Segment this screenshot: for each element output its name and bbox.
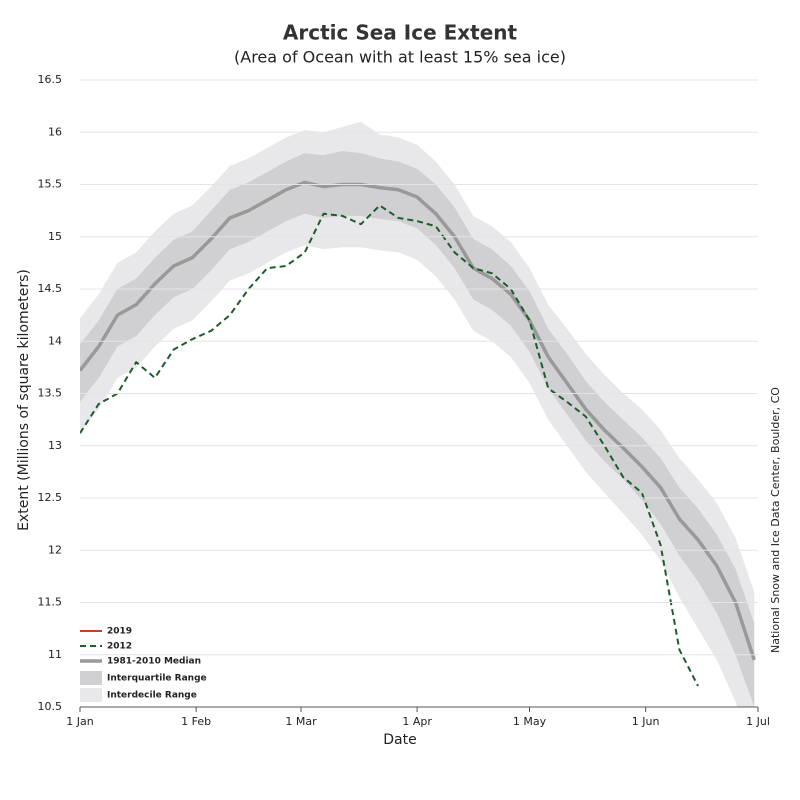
band <box>80 121 755 707</box>
y-tick-label: 16.5 <box>38 73 63 86</box>
x-tick-label: 1 Jul <box>746 715 770 728</box>
source-note: National Snow and Ice Data Center, Bould… <box>769 387 782 653</box>
y-tick-label: 11 <box>48 648 62 661</box>
chart-subtitle: (Area of Ocean with at least 15% sea ice… <box>234 48 566 67</box>
y-tick-label: 13.5 <box>38 387 63 400</box>
legend-label: 2019 <box>107 627 132 637</box>
x-tick-label: 1 Apr <box>402 715 432 728</box>
band <box>80 151 755 707</box>
legend-label: Interquartile Range <box>107 674 207 684</box>
y-tick-label: 14.5 <box>38 282 63 295</box>
legend-label: 1981-2010 Median <box>107 657 201 667</box>
y-axis-label: Extent (Millions of square kilometers) <box>16 269 32 531</box>
x-tick-label: 1 Feb <box>181 715 211 728</box>
series-line <box>80 180 756 661</box>
legend-swatch <box>80 688 102 702</box>
y-tick-label: 13 <box>48 439 62 452</box>
x-tick-label: 1 May <box>513 715 547 728</box>
chart-title: Arctic Sea Ice Extent <box>283 21 518 45</box>
x-tick-label: 1 Jan <box>66 715 93 728</box>
series-line <box>80 204 699 687</box>
legend-swatch <box>80 671 102 685</box>
x-tick-label: 1 Jun <box>632 715 660 728</box>
y-tick-label: 15.5 <box>38 178 63 191</box>
y-tick-label: 12.5 <box>38 491 63 504</box>
y-tick-label: 10.5 <box>38 700 63 713</box>
y-tick-label: 14 <box>48 334 62 347</box>
y-tick-label: 11.5 <box>38 596 63 609</box>
x-axis-label: Date <box>383 732 416 748</box>
lines <box>80 180 756 687</box>
y-tick-label: 12 <box>48 543 62 556</box>
legend-label: 2012 <box>107 642 132 652</box>
x-tick-label: 1 Mar <box>285 715 317 728</box>
y-tick-label: 16 <box>48 125 62 138</box>
bands <box>80 121 755 707</box>
legend-label: Interdecile Range <box>107 691 197 701</box>
y-tick-label: 15 <box>48 230 62 243</box>
